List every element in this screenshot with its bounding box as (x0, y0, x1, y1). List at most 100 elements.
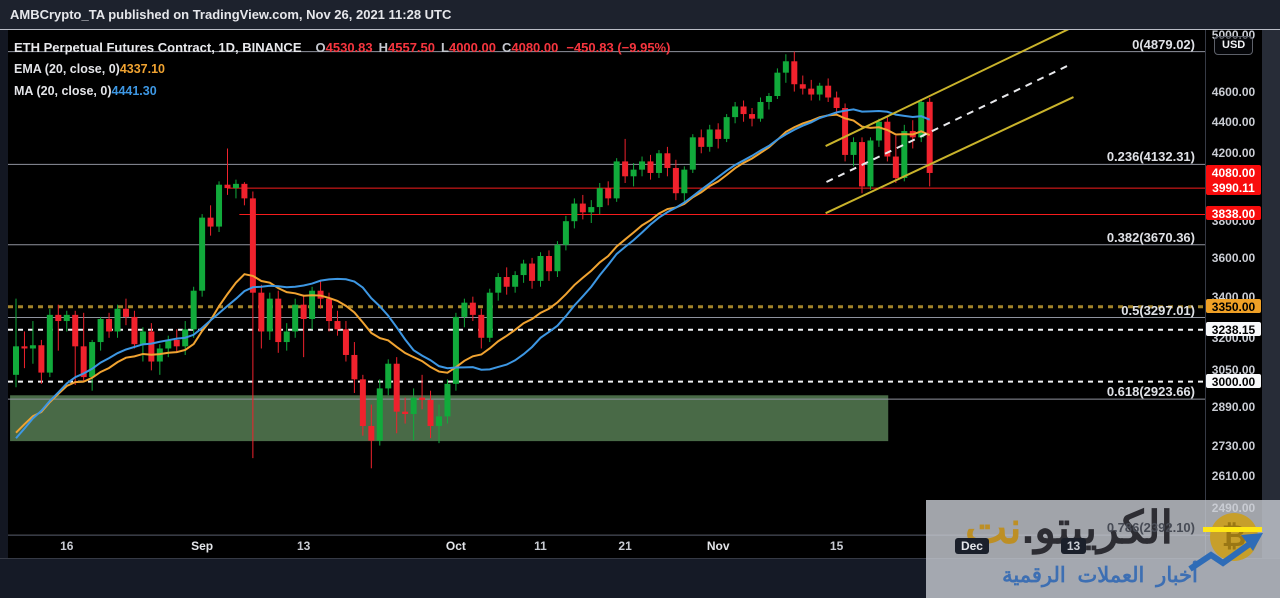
ema-label: EMA (20, close, 0) (14, 62, 120, 76)
candle-body (757, 101, 764, 119)
price-level-label: 3000.00 (1206, 373, 1261, 389)
legend-ema-row[interactable]: EMA (20, close, 0) 4337.10 (14, 58, 670, 80)
channel-line[interactable] (825, 30, 1071, 147)
candle-body (545, 255, 552, 272)
candle-body (207, 217, 214, 227)
time-tick: 16 (32, 539, 102, 553)
trend-arrow-icon (1188, 533, 1263, 572)
candle-body (55, 314, 62, 322)
time-axis[interactable]: 16 Sep 13 Oct 11 21 Nov 15 Dec 13 (8, 535, 1262, 558)
candle-body (520, 263, 527, 276)
change-value: −450.83 (−9.95%) (566, 39, 671, 55)
watermark-yellow-stripe (1203, 527, 1262, 532)
candle-body (926, 101, 933, 173)
candle-body (224, 184, 231, 189)
candle-body (300, 304, 307, 319)
candle-body (622, 161, 629, 177)
currency-button[interactable]: USD (1214, 36, 1254, 55)
time-tick-label: 13 (296, 539, 311, 553)
price-tick: 2730.00 (1211, 438, 1256, 453)
candle-body (165, 339, 172, 349)
candle-body (309, 290, 316, 319)
legend-ma-row[interactable]: MA (20, close, 0) 4441.30 (14, 80, 670, 102)
candle-body (664, 153, 671, 168)
candle-body (588, 207, 595, 213)
candle-body (131, 316, 138, 345)
fib-label: 0.236(4132.31) (1106, 149, 1195, 165)
ohlc-value: 4557.50 (388, 39, 436, 55)
ema-line[interactable] (15, 113, 931, 434)
candle-body (723, 117, 730, 139)
candle-body (596, 188, 603, 208)
candle-body (38, 345, 45, 373)
candle-body (765, 96, 772, 102)
candle-body (529, 263, 536, 281)
ohlc-key: L (441, 39, 449, 55)
candle-body (554, 244, 561, 272)
candle-body (89, 342, 96, 378)
channel-line[interactable] (826, 64, 1070, 183)
candle-body (342, 329, 349, 355)
candle-body (774, 72, 781, 97)
candle-body (918, 101, 925, 138)
price-level-label: 3350.00 (1206, 298, 1261, 314)
candle-body (139, 331, 146, 345)
publish-header-text: AMBCrypto_TA published on TradingView.co… (10, 7, 452, 22)
candle-body (199, 217, 206, 291)
channel-line[interactable] (825, 96, 1074, 215)
candle-body (825, 85, 832, 98)
candle-body (283, 331, 290, 343)
ohlc-value: 4000.00 (448, 39, 496, 55)
candle-body (842, 107, 849, 155)
candle-body (122, 308, 129, 317)
candle-body (393, 363, 400, 412)
candle-body (46, 314, 53, 373)
candle-body (749, 114, 756, 119)
candle-body (21, 346, 28, 349)
candle-body (376, 388, 383, 441)
candle-body (503, 276, 510, 287)
candle-body (655, 153, 662, 173)
candle-body (706, 129, 713, 147)
time-tick: 15 (802, 539, 872, 553)
candle-body (436, 416, 442, 426)
ohlc-key: C (501, 39, 512, 55)
ma-line[interactable] (15, 108, 931, 439)
candle-body (681, 169, 688, 194)
fib-label: 0.786(2392.10) (1106, 520, 1195, 535)
candle-body (427, 399, 434, 426)
candle-body (884, 121, 891, 157)
candle-body (106, 318, 113, 332)
footer-border (0, 558, 1280, 559)
candle-body (495, 276, 502, 293)
candle-body (782, 61, 789, 73)
candle-body (486, 292, 493, 338)
candle-body (850, 142, 857, 155)
time-axis-border (8, 535, 1262, 536)
candle-body (579, 203, 586, 213)
candle-body (740, 106, 747, 115)
price-tick: 4600.00 (1211, 84, 1256, 99)
candle-body (672, 167, 679, 194)
candle-body (419, 397, 426, 400)
time-tick: Dec (937, 538, 1007, 554)
candle-body (698, 137, 705, 147)
time-tick: Oct (421, 539, 491, 553)
price-level-label: 3838.00 (1206, 206, 1261, 221)
candle-body (410, 397, 417, 415)
price-tick: 2890.00 (1211, 399, 1256, 414)
time-tick-label: Sep (191, 539, 214, 553)
publish-header: AMBCrypto_TA published on TradingView.co… (0, 0, 1280, 30)
legend-symbol-row[interactable]: ETH Perpetual Futures Contract, 1D, BINA… (14, 36, 670, 58)
candle-body (334, 321, 341, 330)
ohlc-values: O4530.83 H4557.50 L4000.00 C4080.00 (310, 40, 559, 55)
time-tick: 21 (590, 539, 660, 553)
candle-body (833, 97, 840, 108)
candle-body (562, 221, 569, 245)
candlestick-chart[interactable] (0, 30, 1205, 535)
candle-body (326, 298, 333, 322)
candle-body (241, 183, 248, 199)
price-level-label: 3238.15 (1206, 321, 1261, 337)
price-axis[interactable]: 5000.004600.004400.004200.004000.003800.… (1205, 28, 1262, 535)
